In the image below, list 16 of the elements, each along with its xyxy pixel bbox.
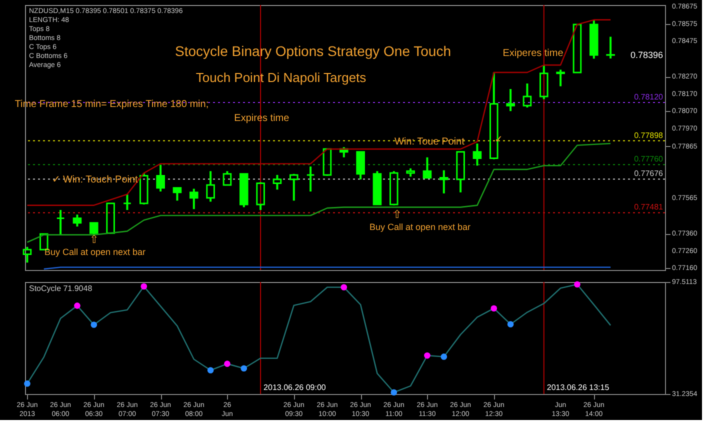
annotation: ⇧ <box>392 209 402 221</box>
annotation: Exiperes time <box>502 48 564 59</box>
annotation: 0.78396 <box>630 50 663 60</box>
ref-line-label: 2013.06.26 09:00 <box>264 383 326 392</box>
annotation: Buy Call at open next bar <box>369 222 471 232</box>
ref-line-label: 0.77760 <box>634 154 664 164</box>
annotation: ✓ Win: Touch Point <box>52 174 138 186</box>
annotation: Win: Toue Point <box>394 136 465 148</box>
ref-line-label: 0.77676 <box>634 169 664 178</box>
chart-title: StoCycle 71.9048 <box>29 284 93 293</box>
ref-line-label: 2013.06.26 13:15 <box>546 383 610 392</box>
ref-line-label: 0.78120 <box>634 92 664 102</box>
ref-line-label: 0.77481 <box>634 202 664 212</box>
annotation: Buy Call at open next bar <box>44 247 146 257</box>
annotation: ⇧ <box>90 234 98 246</box>
ref-line-label: 0.77898 <box>634 130 664 140</box>
